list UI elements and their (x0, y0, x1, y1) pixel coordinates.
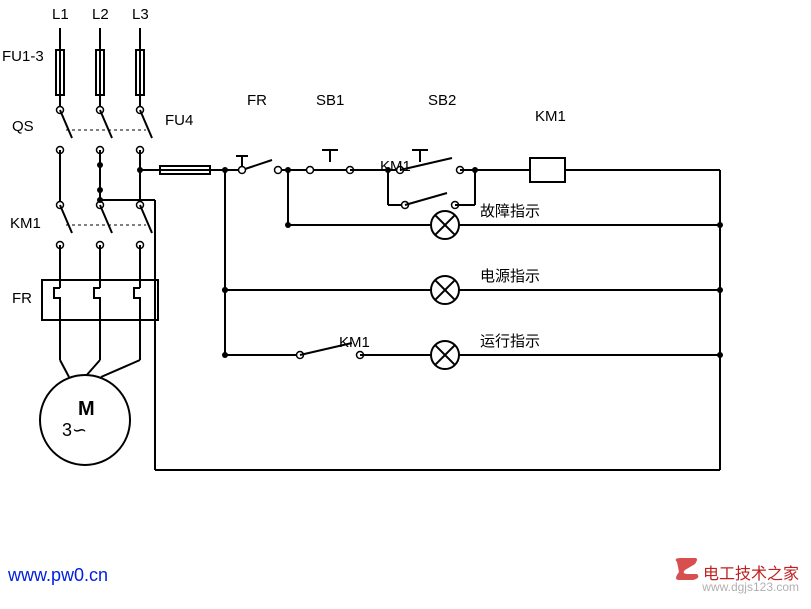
label-sb2: SB2 (428, 92, 456, 109)
label-sb1: SB1 (316, 92, 344, 109)
label-l1: L1 (52, 6, 69, 23)
label-fr-relay: FR (12, 290, 32, 307)
label-fu1-3: FU1-3 (2, 48, 44, 65)
footer-left: www.pw0.cn (8, 565, 108, 586)
label-fr-contact: FR (247, 92, 267, 109)
label-l3: L3 (132, 6, 149, 23)
label-km1-hold: KM1 (380, 158, 411, 175)
label-power: 电源指示 (480, 265, 540, 286)
label-km1-aux: KM1 (339, 334, 370, 351)
label-qs: QS (12, 118, 34, 135)
label-l2: L2 (92, 6, 109, 23)
footer-right-url: www.dgjs123.com (702, 580, 799, 594)
label-fu4: FU4 (165, 112, 193, 129)
label-run: 运行指示 (480, 330, 540, 351)
label-km1-main: KM1 (10, 215, 41, 232)
label-fault: 故障指示 (480, 200, 540, 221)
label-km1-coil: KM1 (535, 108, 566, 125)
label-motor-m: M (78, 398, 95, 421)
label-motor-3: 3∽ (62, 420, 87, 441)
logo-icon (671, 556, 701, 582)
